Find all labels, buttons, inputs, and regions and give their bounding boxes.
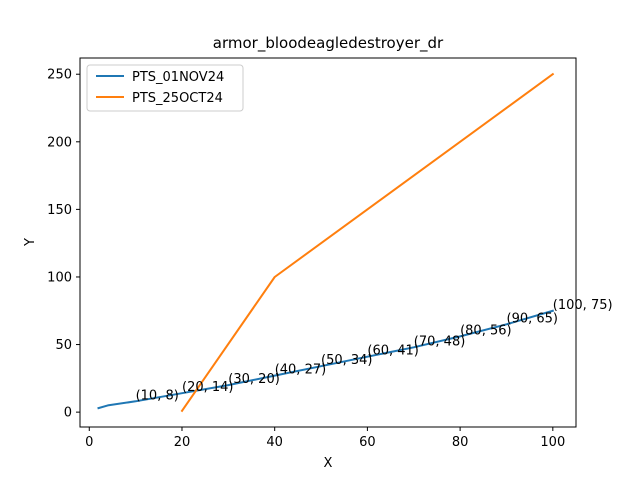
- point-annotation: (80, 56): [460, 323, 512, 338]
- point-annotation: (90, 65): [507, 311, 559, 326]
- x-tick-label: 60: [359, 435, 376, 450]
- chart-title: armor_bloodeagledestroyer_dr: [213, 34, 444, 53]
- y-tick-label: 250: [47, 68, 72, 83]
- x-tick-label: 100: [540, 435, 565, 450]
- point-annotation: (20, 14): [182, 380, 234, 395]
- point-annotation: (50, 34): [321, 353, 373, 368]
- x-tick-label: 20: [174, 435, 191, 450]
- point-labels: (10, 8)(20, 14)(30, 20)(40, 27)(50, 34)(…: [136, 298, 613, 404]
- plot-frame: [80, 58, 576, 427]
- y-axis-title: Y: [23, 238, 38, 247]
- point-annotation: (10, 8): [136, 388, 179, 403]
- point-annotation: (60, 41): [367, 344, 419, 359]
- x-axis-title: X: [324, 456, 333, 471]
- legend-label-pts-25oct24: PTS_25OCT24: [132, 91, 223, 106]
- y-axis-ticks: 0 50 100 150 200 250: [47, 68, 80, 421]
- point-annotation: (30, 20): [228, 372, 279, 387]
- x-axis-ticks: 0 20 40 60 80 100: [85, 427, 565, 450]
- y-tick-label: 0: [64, 406, 72, 421]
- y-tick-label: 50: [55, 338, 72, 353]
- x-tick-label: 0: [85, 435, 93, 450]
- point-annotation: (40, 27): [275, 363, 327, 378]
- y-tick-label: 200: [47, 135, 72, 150]
- y-tick-label: 100: [47, 270, 72, 285]
- legend: PTS_01NOV24 PTS_25OCT24: [87, 65, 243, 111]
- legend-label-pts-01nov24: PTS_01NOV24: [132, 70, 224, 85]
- y-tick-label: 150: [47, 203, 72, 218]
- x-tick-label: 40: [266, 435, 283, 450]
- point-annotation: (70, 48): [414, 334, 466, 349]
- point-annotation: (100, 75): [553, 298, 613, 313]
- x-tick-label: 80: [452, 435, 469, 450]
